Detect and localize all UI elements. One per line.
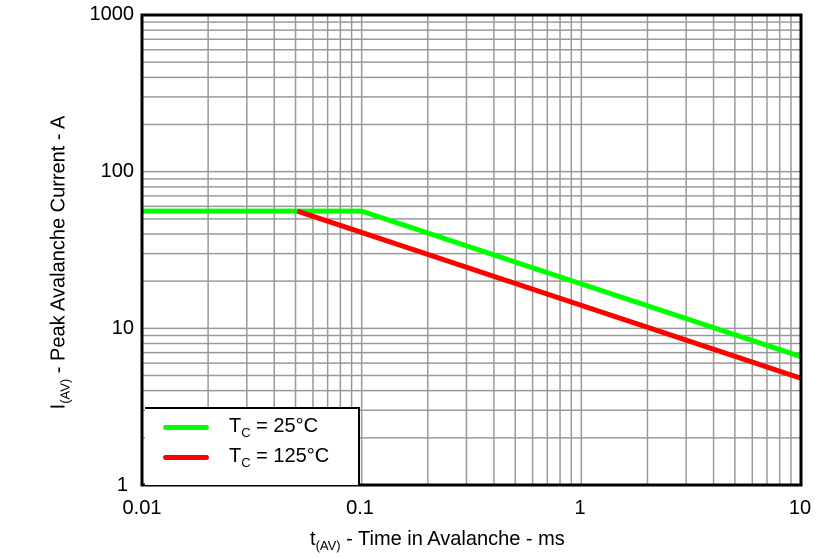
legend-item-25c: TC = 25°C (163, 415, 318, 440)
legend: TC = 25°C TC = 125°C (145, 407, 360, 485)
series-line-1 (296, 208, 802, 381)
legend-label: TC = 125°C (229, 445, 330, 470)
x-tick-0.1: 0.1 (346, 497, 374, 519)
data-series (142, 208, 802, 381)
y-tick-1: 1 (116, 474, 128, 496)
legend-label: TC = 25°C (229, 415, 319, 440)
y-tick-1000: 1000 (89, 3, 135, 25)
legend-swatch-red (163, 455, 209, 460)
x-axis-label: t(AV) - Time in Avalanche - ms (310, 528, 565, 553)
y-axis-label: I(AV) - Peak Avalanche Current - A (47, 115, 73, 410)
legend-swatch-green (163, 425, 209, 430)
x-tick-1: 1 (574, 497, 586, 519)
y-tick-100: 100 (100, 160, 134, 182)
series-line-0 (142, 208, 802, 359)
x-tick-10: 10 (788, 497, 812, 519)
plot-frame (140, 13, 803, 487)
y-tick-10: 10 (111, 317, 134, 339)
legend-item-125c: TC = 125°C (163, 445, 329, 470)
grid-lines (141, 15, 801, 486)
x-tick-0.01: 0.01 (122, 497, 162, 519)
